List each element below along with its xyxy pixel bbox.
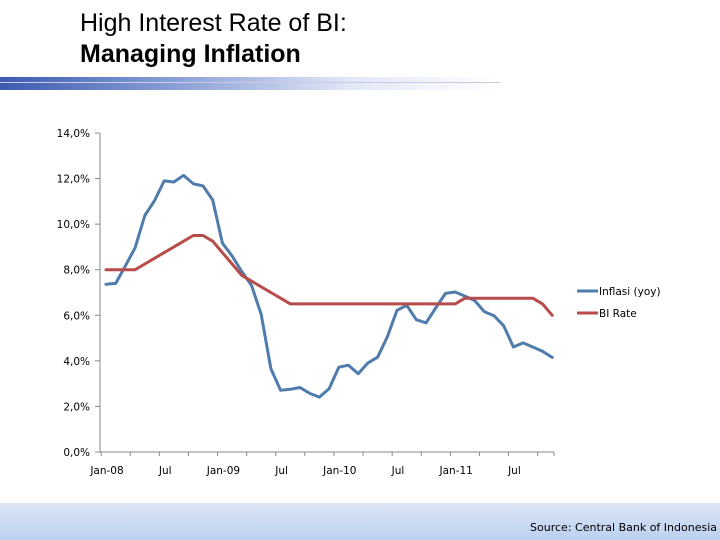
line-chart: 0,0% 2,0% 4,0% 6,0% 8,0% 10,0% 12,0% 14,0% Jan-… <box>57 128 661 477</box>
legend-label: Inflasi (yoy) <box>599 286 661 298</box>
x-tick-label: Jul <box>158 465 172 477</box>
x-tick-label: Jan-08 <box>89 465 123 477</box>
title-line-1: High Interest Rate of BI: <box>80 9 347 37</box>
x-tick-label: Jul <box>274 465 288 477</box>
x-tick-label: Jan-09 <box>206 465 240 477</box>
legend-label: BI Rate <box>599 308 637 320</box>
y-tick-label: 8,0% <box>63 265 90 277</box>
legend: Inflasi (yoy) BI Rate <box>577 286 661 320</box>
y-tick-label: 0,0% <box>63 447 90 459</box>
y-tick-label: 10,0% <box>57 219 90 231</box>
series-line-bi-rate <box>104 234 554 317</box>
source-note: Source: Central Bank of Indonesia <box>530 521 717 534</box>
y-tick-label: 4,0% <box>63 356 90 368</box>
y-tick-label: 2,0% <box>63 401 90 413</box>
title-gradient-bar <box>0 77 500 90</box>
y-axis: 0,0% 2,0% 4,0% 6,0% 8,0% 10,0% 12,0% 14,0% <box>57 128 101 459</box>
footer-bar: Source: Central Bank of Indonesia <box>0 503 720 540</box>
series-layer <box>104 173 554 399</box>
y-tick-label: 6,0% <box>63 310 90 322</box>
series-line-inflasi <box>104 173 554 399</box>
x-axis: Jan-08 Jul Jan-09 Jul Jan-10 Jul Jan-11 Jul <box>89 451 555 477</box>
x-tick-label: Jan-10 <box>322 465 356 477</box>
y-tick-label: 12,0% <box>57 174 90 186</box>
x-tick-label: Jul <box>507 465 521 477</box>
x-tick-label: Jan-11 <box>439 465 473 477</box>
slide-title: High Interest Rate of BI: Managing Infla… <box>80 8 347 70</box>
y-tick-label: 14,0% <box>57 128 90 140</box>
title-line-2: Managing Inflation <box>80 40 301 68</box>
x-tick-label: Jul <box>391 465 405 477</box>
